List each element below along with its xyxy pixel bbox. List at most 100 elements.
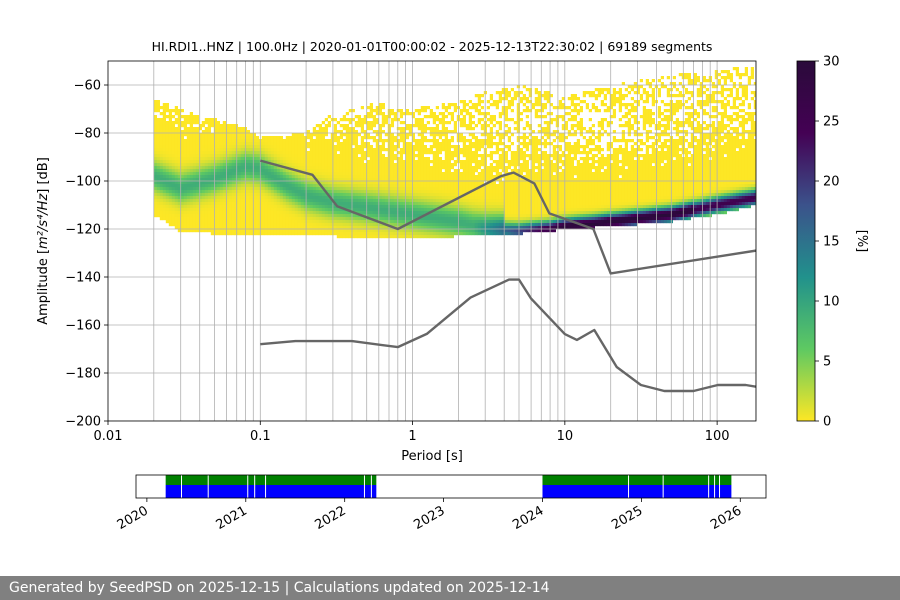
heatmap-cell <box>288 163 292 167</box>
heatmap-cell <box>486 223 490 227</box>
heatmap-cell <box>381 235 385 239</box>
heatmap-cell <box>534 214 538 218</box>
heatmap-cell <box>171 163 175 167</box>
heatmap-cell <box>543 157 547 161</box>
heatmap-cell <box>462 163 466 167</box>
heatmap-cell <box>327 202 331 206</box>
heatmap-cell <box>156 139 160 143</box>
heatmap-cell <box>417 202 421 206</box>
heatmap-cell <box>417 166 421 170</box>
heatmap-cell <box>402 169 406 173</box>
heatmap-cell <box>381 124 385 128</box>
heatmap-cell <box>414 166 418 170</box>
heatmap-cell <box>213 124 217 128</box>
heatmap-cell <box>225 169 229 173</box>
heatmap-cell <box>549 220 553 224</box>
heatmap-cell <box>561 175 565 179</box>
heatmap-cell <box>390 157 394 161</box>
heatmap-cell <box>189 184 193 188</box>
heatmap-cell <box>522 193 526 197</box>
heatmap-cell <box>240 172 244 176</box>
heatmap-cell <box>192 172 196 176</box>
heatmap-cell <box>537 202 541 206</box>
heatmap-cell <box>246 163 250 167</box>
heatmap-cell <box>342 196 346 200</box>
heatmap-cell <box>255 163 259 167</box>
heatmap-cell <box>339 157 343 161</box>
heatmap-cell <box>177 199 181 203</box>
heatmap-cell <box>519 223 523 227</box>
heatmap-cell <box>468 133 472 137</box>
heatmap-cell <box>432 139 436 143</box>
heatmap-cell <box>444 151 448 155</box>
heatmap-cell <box>309 196 313 200</box>
heatmap-cell <box>207 181 211 185</box>
heatmap-cell <box>261 190 265 194</box>
heatmap-cell <box>402 127 406 131</box>
heatmap-cell <box>330 139 334 143</box>
heatmap-cell <box>546 181 550 185</box>
heatmap-cell <box>333 136 337 140</box>
heatmap-cell <box>528 139 532 143</box>
heatmap-cell <box>486 154 490 158</box>
heatmap-cell <box>432 211 436 215</box>
heatmap-cell <box>462 223 466 227</box>
heatmap-cell <box>534 205 538 209</box>
heatmap-cell <box>366 124 370 128</box>
heatmap-cell <box>159 136 163 140</box>
heatmap-cell <box>216 214 220 218</box>
heatmap-cell <box>507 136 511 140</box>
heatmap-cell <box>438 235 442 239</box>
heatmap-cell <box>417 211 421 215</box>
heatmap-cell <box>447 175 451 179</box>
heatmap-cell <box>459 160 463 164</box>
heatmap-cell <box>342 184 346 188</box>
heatmap-cell <box>459 232 463 236</box>
heatmap-cell <box>378 151 382 155</box>
heatmap-cell <box>351 220 355 224</box>
heatmap-cell <box>405 205 409 209</box>
heatmap-cell <box>378 109 382 113</box>
heatmap-cell <box>201 172 205 176</box>
heatmap-cell <box>261 199 265 203</box>
heatmap-cell <box>432 118 436 122</box>
heatmap-cell <box>174 196 178 200</box>
heatmap-cell <box>153 190 157 194</box>
heatmap-cell <box>153 208 157 212</box>
heatmap-cell <box>261 214 265 218</box>
heatmap-cell <box>255 187 259 191</box>
heatmap-cell <box>165 139 169 143</box>
heatmap-cell <box>513 199 517 203</box>
heatmap-cell <box>222 205 226 209</box>
heatmap-cell <box>363 133 367 137</box>
heatmap-cell <box>279 139 283 143</box>
heatmap-cell <box>315 124 319 128</box>
heatmap-cell <box>192 133 196 137</box>
heatmap-cell <box>333 145 337 149</box>
heatmap-cell <box>333 160 337 164</box>
heatmap-cell <box>309 229 313 233</box>
heatmap-cell <box>393 118 397 122</box>
heatmap-cell <box>192 220 196 224</box>
heatmap-cell <box>285 160 289 164</box>
heatmap-cell <box>390 160 394 164</box>
heatmap-cell <box>168 127 172 131</box>
heatmap-cell <box>219 136 223 140</box>
heatmap-cell <box>312 166 316 170</box>
heatmap-cell <box>276 202 280 206</box>
heatmap-cell <box>402 130 406 134</box>
heatmap-cell <box>294 202 298 206</box>
heatmap-cell <box>348 208 352 212</box>
heatmap-cell <box>486 205 490 209</box>
heatmap-cell <box>426 214 430 218</box>
heatmap-cell <box>453 187 457 191</box>
heatmap-cell <box>189 127 193 131</box>
heatmap-cell <box>480 181 484 185</box>
heatmap-cell <box>438 199 442 203</box>
heatmap-cell <box>159 178 163 182</box>
heatmap-cell <box>168 109 172 113</box>
heatmap-cell <box>549 187 553 191</box>
heatmap-cell <box>426 226 430 230</box>
heatmap-cell <box>372 175 376 179</box>
heatmap-cell <box>174 142 178 146</box>
